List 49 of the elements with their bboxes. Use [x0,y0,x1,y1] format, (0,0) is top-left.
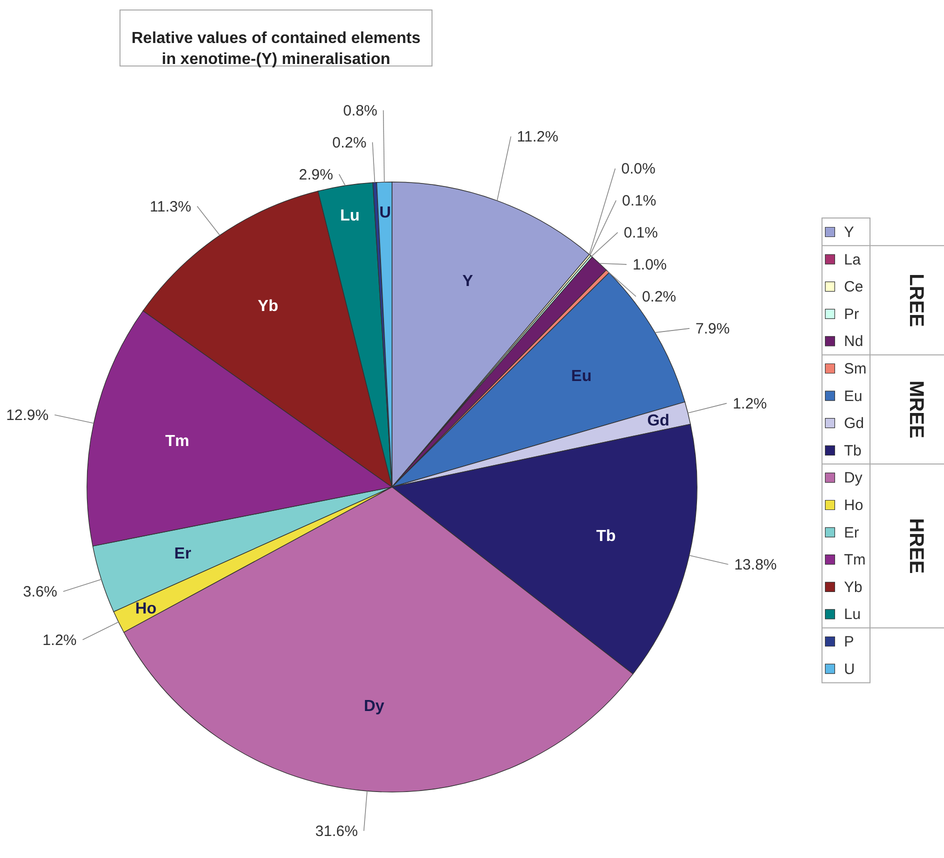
data-label: 7.9% [696,320,730,338]
slice-label: Er [174,546,192,563]
slice-label: Gd [647,412,670,430]
legend-label: La [844,251,862,268]
data-label: 0.8% [343,102,378,120]
data-label: 0.2% [332,134,366,152]
legend-label: P [844,634,854,650]
legend-label: Gd [844,415,864,432]
legend-label: Dy [844,470,863,487]
data-label: 12.9% [6,406,49,424]
slice-label: Ho [135,600,157,618]
legend-label: Nd [844,333,864,350]
legend-label: Sm [844,360,866,378]
data-label: 13.8% [734,556,777,574]
legend-label: Eu [844,388,862,405]
legend-label: U [844,660,855,678]
slice-label: Tb [596,528,616,546]
text: HREE [905,518,927,574]
data-label: 0.2% [642,288,676,306]
slice-label: Y [462,272,474,290]
data-label: 2.9% [298,166,334,184]
legend-label: Yb [844,578,862,596]
legend-label: Pr [844,306,860,323]
data-label: 0.1% [624,224,658,242]
legend-label: Ce [844,278,864,296]
legend-label: Tb [844,442,862,460]
text: MREE [905,380,927,438]
legend-label: Ho [844,497,864,514]
data-label: 1.2% [42,632,77,649]
slice-label: Yb [258,298,278,315]
data-label: 3.6% [23,584,58,601]
slice-label: Tm [165,433,190,450]
data-label: 0.1% [622,192,656,210]
legend-label: Y [844,224,854,241]
data-label: 1.0% [632,256,667,274]
text: LREE [905,274,927,327]
text: 0.0% [621,160,656,178]
slice-label: Dy [364,698,384,715]
legend-label: Tm [844,552,866,569]
data-label: 1.2% [732,395,767,412]
chart-title: Relative values of contained elements in xenotime-(Y) mineralisation [132,30,421,68]
data-label: 11.3% [150,198,192,216]
data-label: 31.6% [315,822,358,840]
slice-label: Eu [571,368,592,385]
legend-label: Er [844,524,860,542]
data-label: 11.2% [516,128,558,146]
slice-label: Lu [340,208,360,225]
slice-label: U [379,204,391,222]
legend-label: Lu [844,606,861,624]
